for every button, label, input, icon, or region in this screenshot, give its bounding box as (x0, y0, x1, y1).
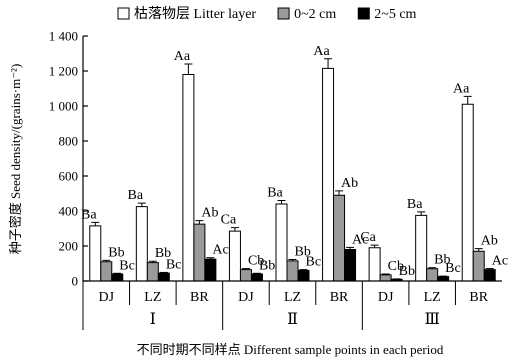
significance-label: Cb (248, 254, 264, 269)
y-tick-label: 1 000 (49, 99, 78, 114)
bar (437, 276, 450, 282)
significance-label: Ba (81, 207, 97, 222)
bar (344, 249, 357, 282)
legend-label: 枯落物层 Litter layer (134, 6, 256, 22)
bar (415, 214, 428, 282)
significance-label: Bc (306, 255, 322, 270)
significance-label: Ab (341, 176, 358, 191)
bar (368, 247, 381, 282)
bar (89, 225, 102, 282)
significance-label: Bb (434, 253, 450, 268)
period-label: Ⅲ (424, 311, 439, 328)
bar (322, 67, 335, 282)
significance-label: Ac (212, 243, 228, 258)
significance-label: Ac (352, 232, 368, 247)
bar (146, 262, 159, 282)
x-tick-label: DJ (238, 290, 254, 305)
bar (250, 273, 263, 282)
legend-label: 0~2 cm (294, 7, 336, 22)
x-tick-label: LZ (284, 290, 301, 305)
significance-label: Bc (119, 258, 135, 273)
significance-label: Aa (453, 81, 470, 96)
bar (182, 74, 195, 282)
y-tick-label: 200 (59, 239, 79, 254)
x-tick-label: DJ (378, 290, 394, 305)
significance-label: Aa (313, 44, 330, 59)
x-tick-label: DJ (98, 290, 114, 305)
significance-label: Bb (108, 245, 124, 260)
significance-label: Ab (201, 206, 218, 221)
significance-label: Bb (295, 244, 311, 259)
legend-swatch (357, 7, 370, 20)
bar (100, 261, 113, 282)
significance-label: Bc (445, 261, 461, 276)
y-tick-label: 1 200 (49, 64, 78, 79)
bar (379, 274, 392, 282)
y-tick-label: 600 (59, 169, 79, 184)
x-tick-label: BR (469, 290, 488, 305)
bar (135, 206, 148, 282)
x-axis: DJ LZ BR DJ LZ BR DJ LZ BR Ⅰ Ⅱ Ⅲ (82, 280, 502, 330)
x-tick-label: LZ (144, 290, 161, 305)
y-tick-label: 1 400 (49, 29, 78, 44)
bar (157, 272, 170, 282)
y-tick-label: 0 (72, 274, 79, 289)
bar (193, 223, 206, 282)
y-tick-label: 800 (59, 134, 79, 149)
significance-label: Bb (399, 264, 415, 279)
bar (483, 269, 496, 282)
y-axis-title: 种子密度 Seed density/(grains·m⁻²) (8, 64, 23, 255)
significance-label: Ba (407, 197, 423, 212)
significance-label: Ba (128, 188, 144, 203)
bar (297, 270, 310, 282)
bar (204, 258, 217, 282)
y-axis-title-group: 种子密度 Seed density/(grains·m⁻²) (8, 64, 23, 255)
significance-label: Cb (388, 259, 404, 274)
significance-label: Ca (221, 213, 237, 228)
x-tick-label: BR (190, 290, 209, 305)
bar (286, 260, 299, 282)
significance-label: Bb (259, 258, 275, 273)
significance-label: Ba (267, 186, 283, 201)
bar (275, 203, 288, 282)
period-label: Ⅱ (287, 311, 298, 328)
bar (239, 269, 252, 282)
x-axis-title: 不同时期不同样点 Different sample points in each… (137, 342, 444, 357)
y-axis: 0 200 400 600 800 1 000 1 200 1 400 (49, 29, 88, 289)
significance-label: Bc (166, 257, 182, 272)
x-tick-label: LZ (424, 290, 441, 305)
significance-label: Bb (155, 246, 171, 261)
significance-label: Ca (360, 230, 376, 245)
bar (461, 103, 474, 282)
legend-swatch (277, 7, 290, 20)
legend: 枯落物层 Litter layer 0~2 cm 2~5 cm (117, 6, 417, 22)
significance-label: Aa (174, 49, 191, 64)
period-label: Ⅰ (150, 311, 156, 328)
significance-label: Ac (492, 254, 508, 269)
y-tick-label: 400 (59, 204, 79, 219)
x-tick-label: BR (330, 290, 349, 305)
significance-label: Ab (481, 234, 498, 249)
bar (333, 194, 346, 282)
legend-swatch (117, 7, 130, 20)
bar (426, 268, 439, 282)
legend-label: 2~5 cm (374, 7, 416, 22)
bar (228, 230, 241, 282)
bar (472, 250, 485, 282)
bar (111, 273, 124, 282)
